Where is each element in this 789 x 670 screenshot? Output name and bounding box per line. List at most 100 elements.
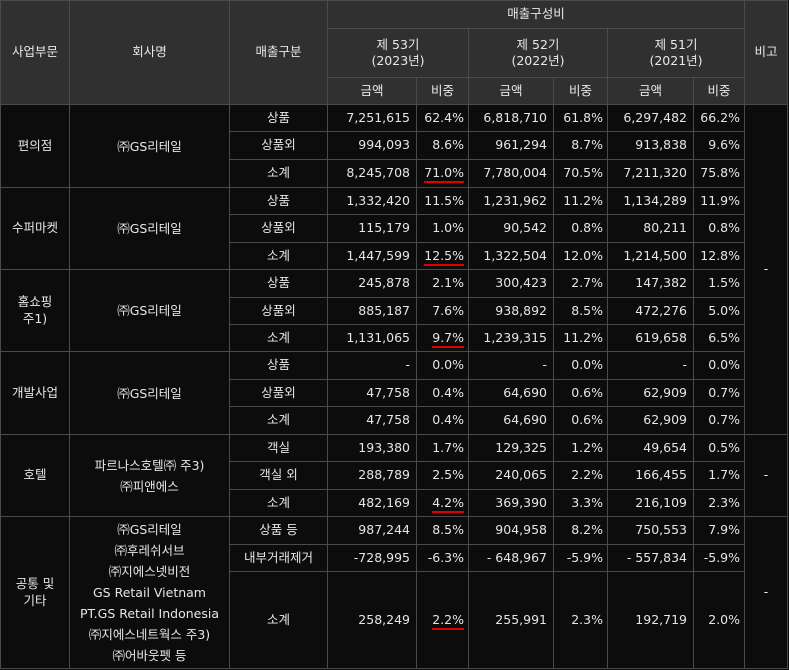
highlighted-ratio: 9.7% [432,329,464,348]
amount-cell: 7,211,320 [607,159,694,188]
ratio-cell: 0.6% [553,379,608,407]
amount-cell: 913,838 [607,131,694,160]
ratio-cell: 1.2% [553,434,608,462]
ratio-cell: 1.0% [416,214,469,243]
ratio-cell: 12.8% [692,242,746,270]
ratio-cell: 0.0% [416,351,469,380]
amount-cell: 750,553 [607,516,694,545]
amount-cell: 482,169 [327,489,417,517]
sales-type-cell: 상품 [229,269,328,298]
ratio-cell: 70.5% [553,159,608,188]
sales-type-cell: 소계 [229,406,328,435]
amount-cell: 62,909 [607,379,694,407]
amount-cell: 987,244 [327,516,417,545]
amount-cell: 885,187 [327,297,417,325]
ratio-cell: 8.5% [416,516,469,545]
sales-type-cell: 상품외 [229,214,328,243]
ratio-cell: 0.8% [692,214,746,243]
amount-cell: 47,758 [327,406,417,435]
header-period-51: 제 51기 (2021년) [606,28,746,78]
amount-cell: 245,878 [327,269,417,298]
ratio-cell: 9.7% [416,324,469,352]
header-period-53: 제 53기 (2023년) [327,28,469,78]
ratio-cell: 2.7% [553,269,608,298]
amount-cell: 64,690 [468,406,554,435]
header-amount: 금액 [468,77,554,105]
sales-type-cell: 소계 [229,489,328,517]
amount-cell: 1,134,289 [607,187,694,215]
ratio-cell: 0.8% [553,214,608,243]
ratio-cell: 6.5% [692,324,746,352]
ratio-cell: 75.8% [692,159,746,188]
header-company: 회사명 [69,0,230,105]
amount-cell: 1,131,065 [327,324,417,352]
sales-type-cell: 상품외 [229,297,328,325]
header-ratio: 비중 [692,77,746,105]
ratio-cell: 8.5% [553,297,608,325]
company-cell: 파르나스호텔㈜ 주3) ㈜피앤에스 [69,434,230,517]
amount-cell: 961,294 [468,131,554,160]
amount-cell: - [607,351,694,380]
amount-cell: - 648,967 [468,544,554,572]
ratio-cell: 0.4% [416,406,469,435]
company-cell: ㈜GS리테일 [69,351,230,435]
amount-cell: 8,245,708 [327,159,417,188]
amount-cell: 64,690 [468,379,554,407]
amount-cell: 472,276 [607,297,694,325]
segment-cell: 편의점 [0,104,70,188]
ratio-cell: 2.0% [692,571,746,669]
ratio-cell: 7.9% [692,516,746,545]
highlighted-ratio: 2.2% [432,611,464,630]
amount-cell: 1,332,420 [327,187,417,215]
header-period-52: 제 52기 (2022년) [468,28,608,78]
highlighted-ratio: 71.0% [424,165,464,184]
amount-cell: 1,447,599 [327,242,417,270]
segment-cell: 공통 및 기타 [0,516,70,669]
amount-cell: - [327,351,417,380]
amount-cell: 1,322,504 [468,242,554,270]
amount-cell: 258,249 [327,571,417,669]
amount-cell: 80,211 [607,214,694,243]
sales-type-cell: 상품 등 [229,516,328,545]
amount-cell: 90,542 [468,214,554,243]
ratio-cell: 66.2% [692,104,746,132]
ratio-cell: 2.3% [692,489,746,517]
sales-type-cell: 상품외 [229,131,328,160]
sales-type-cell: 객실 외 [229,461,328,490]
ratio-cell: 11.9% [692,187,746,215]
ratio-cell: 0.7% [692,379,746,407]
company-cell: ㈜GS리테일 [69,104,230,188]
header-sales-type: 매출구분 [229,0,328,105]
company-cell: ㈜GS리테일 [69,269,230,352]
ratio-cell: 9.6% [692,131,746,160]
ratio-cell: 1.7% [416,434,469,462]
highlighted-ratio: 4.2% [432,494,464,513]
amount-cell: 166,455 [607,461,694,490]
ratio-cell: -6.3% [416,544,469,572]
ratio-cell: 2.3% [553,571,608,669]
amount-cell: 129,325 [468,434,554,462]
amount-cell: 6,297,482 [607,104,694,132]
ratio-cell: 2.5% [416,461,469,490]
amount-cell: 192,719 [607,571,694,669]
sales-type-cell: 상품 [229,351,328,380]
amount-cell: 147,382 [607,269,694,298]
ratio-cell: 8.7% [553,131,608,160]
amount-cell: 47,758 [327,379,417,407]
ratio-cell: 1.7% [692,461,746,490]
ratio-cell: 0.7% [692,406,746,435]
amount-cell: 7,251,615 [327,104,417,132]
amount-cell: - [468,351,554,380]
sales-type-cell: 소계 [229,324,328,352]
ratio-cell: 5.0% [692,297,746,325]
header-ratio: 비중 [416,77,469,105]
ratio-cell: 2.1% [416,269,469,298]
ratio-cell: 71.0% [416,159,469,188]
sales-type-cell: 내부거래제거 [229,544,328,572]
amount-cell: 255,991 [468,571,554,669]
amount-cell: 288,789 [327,461,417,490]
ratio-cell: 1.5% [692,269,746,298]
ratio-cell: 12.0% [553,242,608,270]
sales-type-cell: 소계 [229,571,328,669]
